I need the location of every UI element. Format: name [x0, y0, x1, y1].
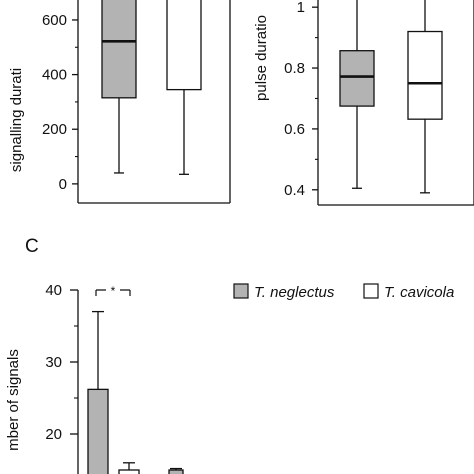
bar	[87, 388, 109, 474]
y-tick-label: 1	[297, 0, 305, 16]
bar	[168, 469, 184, 474]
y-tick-label: 200	[42, 121, 67, 138]
panel-number-of-signals: C mber of signals 20 30 40 * T. neglectus …	[5, 236, 454, 474]
legend-label-neglectus: T. neglectus	[254, 284, 335, 301]
y-tick-label: 0.4	[284, 182, 305, 199]
legend-swatch-cavicola	[363, 283, 379, 299]
y-tick-label: 0.8	[284, 60, 305, 77]
box	[101, 0, 137, 99]
panel-label-c: C	[25, 236, 39, 257]
panel-signalling-duration: signalling durati 0200400600800	[8, 0, 231, 204]
legend-label-cavicola: T. cavicola	[384, 284, 454, 301]
y-ticks-signalling: 0200400600800	[42, 0, 231, 204]
boxes-pulse	[339, 0, 443, 194]
legend-swatch-neglectus	[233, 283, 249, 299]
y-axis-label-signalling: signalling durati	[8, 68, 25, 172]
y-tick-label: 30	[45, 354, 62, 371]
y-axis-label-signals: mber of signals	[5, 349, 22, 451]
y-tick-label: 20	[45, 426, 62, 443]
y-tick-label: 600	[42, 12, 67, 29]
significance-bracket: *	[95, 284, 131, 298]
box	[339, 50, 375, 107]
y-axis-label-pulse: pulse duratio	[253, 15, 270, 101]
box	[166, 0, 202, 91]
y-ticks-pulse: 0.4 0.6 0.8 1	[284, 0, 474, 206]
boxes-signalling	[101, 0, 202, 175]
y-tick-label: 0.6	[284, 121, 305, 138]
y-tick-label: 0	[59, 176, 67, 193]
y-tick-label: 400	[42, 67, 67, 84]
bars-signals	[87, 310, 184, 474]
legend: T. neglectus T. cavicola	[233, 283, 454, 301]
bar	[118, 469, 140, 474]
y-ticks-signals: 20 30 40	[45, 282, 79, 474]
box	[407, 30, 443, 120]
panel-pulse-duration: pulse duratio 0.4 0.6 0.8 1	[253, 0, 474, 206]
y-tick-label: 40	[45, 282, 62, 299]
significance-star: *	[111, 284, 116, 298]
